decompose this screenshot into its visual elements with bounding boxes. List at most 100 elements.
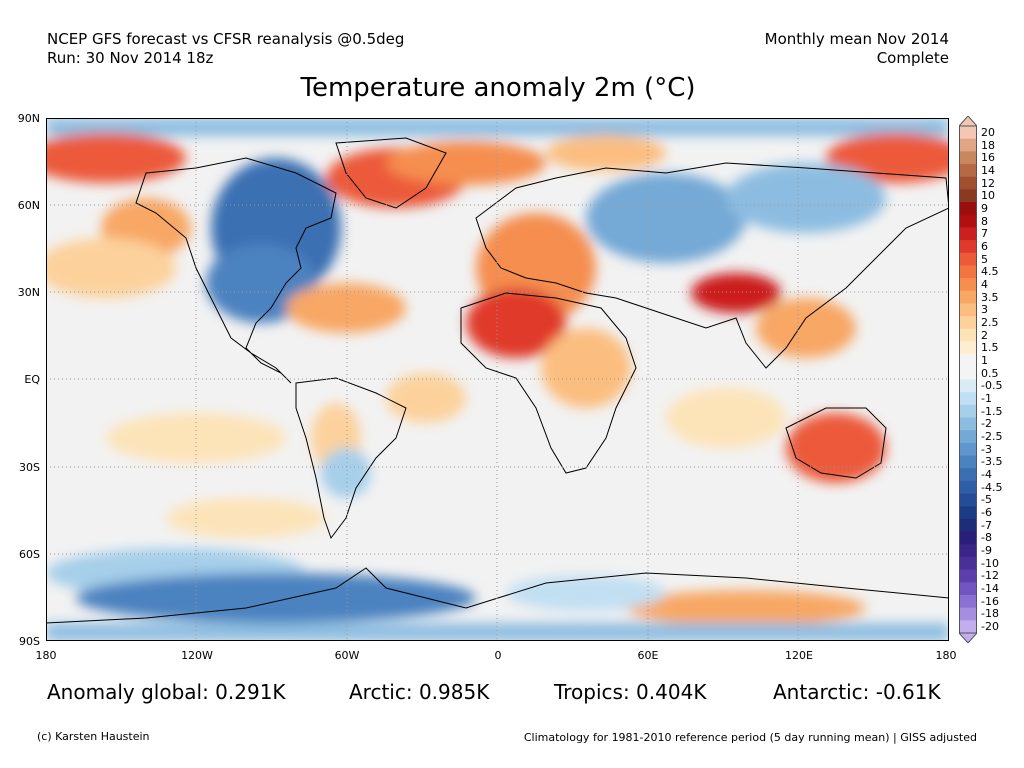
colorbar-swatch <box>959 468 977 482</box>
period-label: Monthly mean Nov 2014 <box>764 30 949 48</box>
global-anomaly: Anomaly global: 0.291K <box>47 680 286 704</box>
colorbar-swatch <box>959 392 977 406</box>
colorbar-tick-label: 0.5 <box>981 366 999 380</box>
colorbar-tick-label: -8 <box>981 531 992 545</box>
colorbar-swatch <box>959 176 977 190</box>
arctic-anomaly: Arctic: 0.985K <box>349 680 490 704</box>
colorbar-swatch <box>959 506 977 520</box>
antarctica-outline <box>46 567 949 624</box>
colorbar-swatch <box>959 430 977 444</box>
colorbar-tick-label: -3.5 <box>981 455 1003 469</box>
colorbar-tick-label: -20 <box>981 620 999 634</box>
header-left: NCEP GFS forecast vs CFSR reanalysis @0.… <box>47 30 404 68</box>
colorbar-swatch <box>959 328 977 342</box>
colorbar-tick-label: 2.5 <box>981 315 999 329</box>
colorbar-tick-label: -6 <box>981 506 992 520</box>
anomaly-indianocean-warm <box>666 388 786 448</box>
anomaly-natlantic-warm <box>286 283 406 333</box>
colorbar-tick-label: 4.5 <box>981 265 999 279</box>
colorbar-tick-label: -1 <box>981 392 992 405</box>
colorbar-tick-label: -1.5 <box>981 404 1003 418</box>
colorbar-frame <box>959 125 977 634</box>
colorbar-swatch <box>959 417 977 431</box>
colorbar-swatch <box>959 569 977 583</box>
colorbar-tick-label: 8 <box>981 214 988 228</box>
colorbar-tick-label: 12 <box>981 176 995 190</box>
colorbar-swatch <box>959 341 977 355</box>
colorbar-tick-label: -2.5 <box>981 430 1003 444</box>
colorbar-tick-label: -2 <box>981 417 992 431</box>
colorbar-tick-label: -14 <box>981 582 999 596</box>
anomaly-bering-warm <box>46 133 186 183</box>
lat-label: EQ <box>24 373 40 386</box>
map-canvas <box>46 118 949 641</box>
anomaly-ross-cold <box>76 573 476 623</box>
colorbar-swatch <box>959 594 977 609</box>
lon-label: 180 <box>35 649 57 662</box>
colorbar-tick-label: -12 <box>981 569 999 583</box>
colorbar-swatch <box>959 151 977 165</box>
anomaly-field <box>46 118 949 641</box>
colorbar-min-arrow <box>959 632 977 643</box>
colorbar-tick-label: 20 <box>981 125 995 139</box>
anomaly-russia-cold <box>586 173 746 263</box>
run-time: Run: 30 Nov 2014 18z <box>47 49 214 67</box>
lat-label: 90S <box>19 635 40 648</box>
colorbar-tick-label: -4.5 <box>981 480 1003 494</box>
colorbar-swatch <box>959 202 977 216</box>
anomaly-pole-cold <box>46 623 949 641</box>
colorbar-tick-label: -0.5 <box>981 379 1003 393</box>
lon-label: 180 <box>935 649 957 662</box>
colorbar-swatch <box>959 164 977 178</box>
colorbar-swatch <box>959 455 977 469</box>
tropics-anomaly: Tropics: 0.404K <box>554 680 707 704</box>
anomaly-china-warm <box>756 298 856 358</box>
map-title: Temperature anomaly 2m (°C) <box>300 73 696 103</box>
colorbar-swatch <box>959 252 977 266</box>
colorbar-swatch <box>959 366 977 380</box>
north-america-outline <box>135 157 337 384</box>
anomaly-greenland-sea-warm <box>386 141 546 185</box>
lon-label: 120W <box>181 649 213 662</box>
colorbar-tick-label: 5 <box>981 252 988 266</box>
colorbar-swatch <box>959 214 977 228</box>
colorbar-swatch <box>959 265 977 279</box>
colorbar-swatch <box>959 240 977 254</box>
colorbar-swatch <box>959 290 977 304</box>
colorbar-max-arrow <box>959 116 977 127</box>
colorbar-swatch <box>959 189 977 203</box>
colorbar-swatch <box>959 227 977 241</box>
lat-label: 30N <box>17 286 40 299</box>
anomaly-spacific-warm-2 <box>166 498 326 538</box>
antarctic-anomaly: Antarctic: -0.61K <box>773 680 941 704</box>
colorbar-swatch <box>959 379 977 393</box>
climatology-note: Climatology for 1981-2010 reference peri… <box>523 731 977 744</box>
colorbar-tick-label: -7 <box>981 518 992 532</box>
colorbar-swatch <box>959 126 977 140</box>
anomaly-tibet-warm <box>691 273 781 313</box>
anomaly-satlantic-warm <box>386 373 466 423</box>
map-frame <box>46 118 949 641</box>
graticule <box>46 118 949 641</box>
colorbar-tick-label: 16 <box>981 151 995 165</box>
africa-outline <box>460 292 637 474</box>
greenland-outline <box>335 137 447 209</box>
lon-label: 60W <box>334 649 360 662</box>
colorbar-tick-label: 10 <box>981 189 995 203</box>
colorbar-swatch <box>959 138 977 152</box>
anomaly-barents-warm <box>546 135 666 171</box>
colorbar-swatch <box>959 620 977 634</box>
anomaly-eafrica-warm <box>541 328 631 408</box>
anomaly-map <box>46 118 949 641</box>
colorbar-tick-label: 14 <box>981 163 995 177</box>
colorbar-tick-label: 4 <box>981 277 988 291</box>
australia-outline <box>785 407 887 479</box>
colorbar-tick-label: -10 <box>981 556 999 570</box>
colorbar-swatch <box>959 493 977 507</box>
colorbar-swatch <box>959 582 977 596</box>
anomaly-npacific-warm <box>46 238 176 298</box>
colorbar-tick-label: 2 <box>981 328 988 342</box>
colorbar-tick-label: 1 <box>981 353 988 367</box>
anomaly-samerica-cold <box>321 448 371 498</box>
colorbar-swatch <box>959 544 977 558</box>
